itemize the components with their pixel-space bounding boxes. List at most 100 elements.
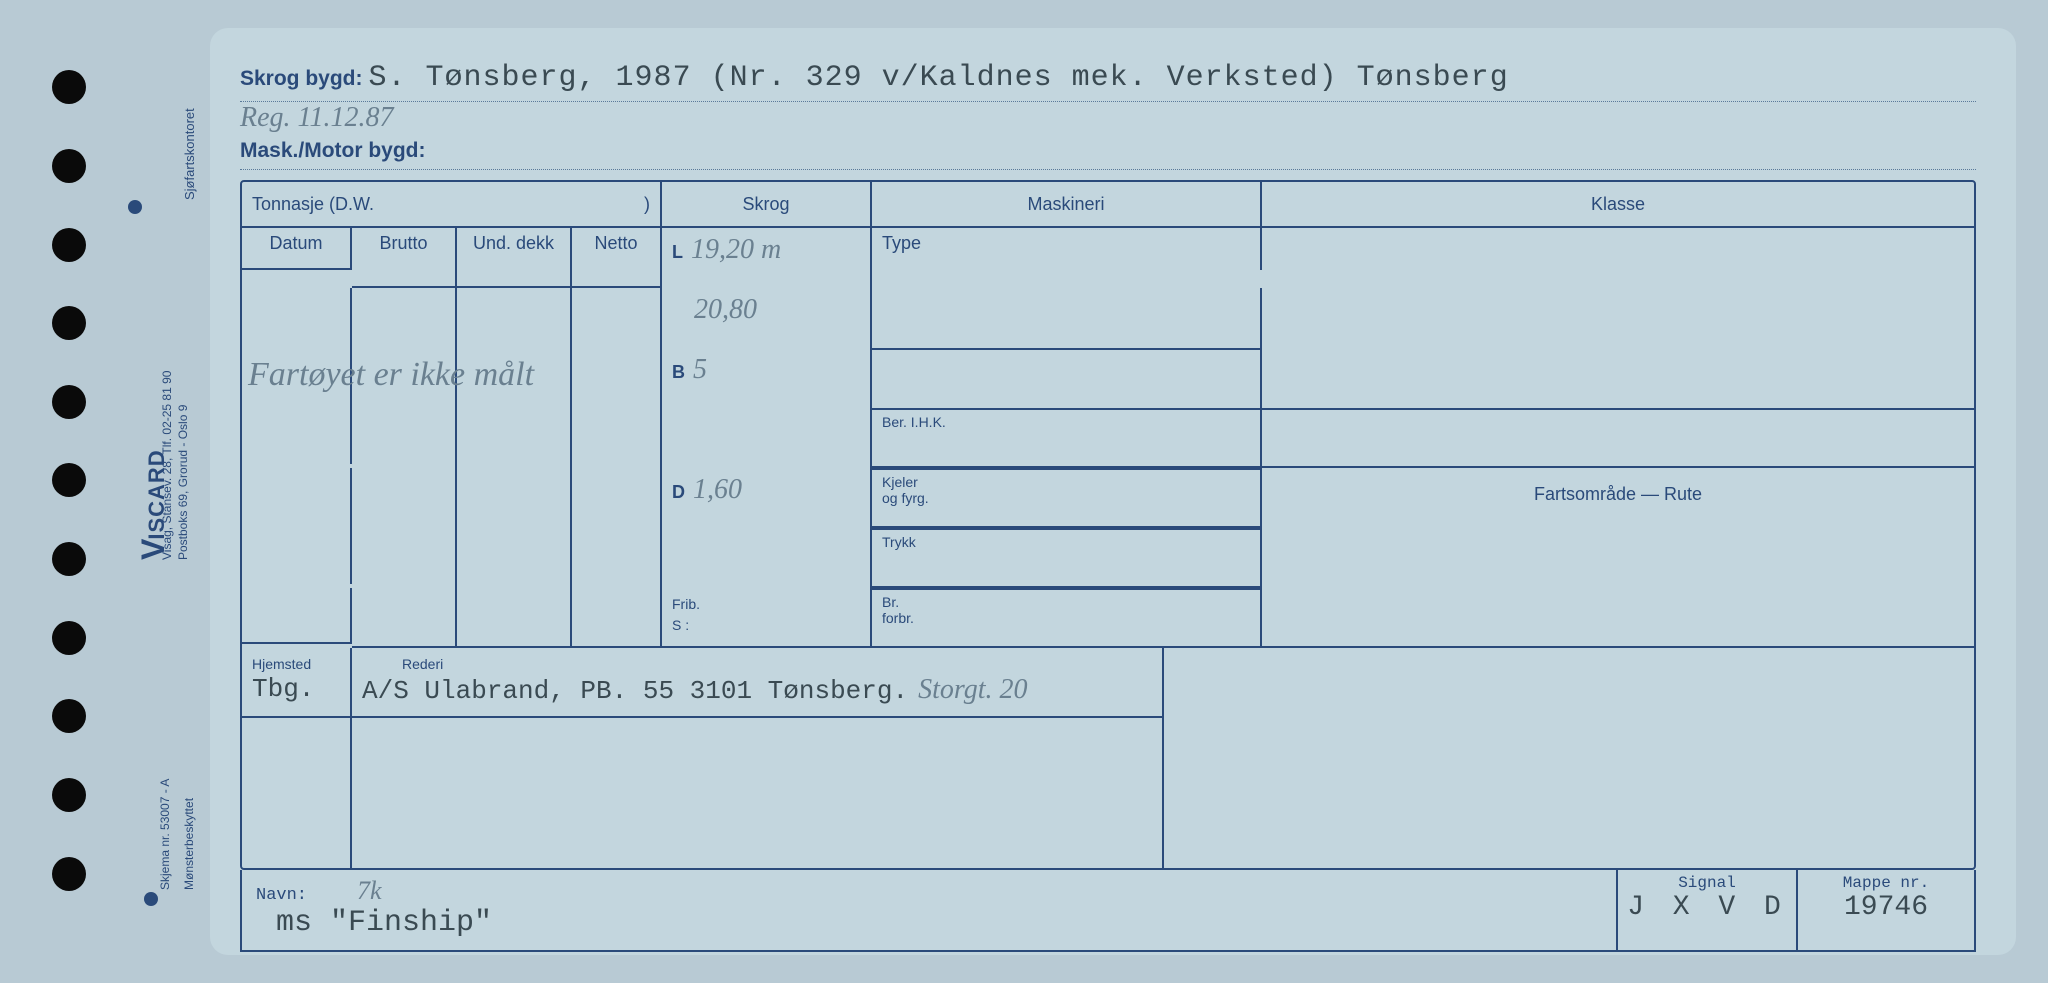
und-dekk-header: Und. dekk	[457, 228, 572, 288]
header-row-2: Datum Brutto Und. dekk Netto L 19,20 m T…	[242, 228, 1974, 288]
netto-blank-6	[572, 588, 662, 648]
s-label: S :	[672, 617, 689, 633]
und-blank	[457, 288, 572, 348]
type-cell: Type	[872, 228, 1262, 270]
netto-label: Netto	[594, 233, 637, 253]
body-row-2: B 5 Fartøyet er ikke målt	[242, 348, 1974, 408]
form-number: Skjema nr. 53007 - A	[158, 779, 172, 890]
kjeler-label: Kjeler	[882, 474, 1250, 490]
ber-ihk-cell: Ber. I.H.K.	[872, 408, 1262, 468]
publisher-address-1: Visag, Stansev. 28, Tlf. 02-25 81 90	[160, 371, 174, 560]
rederi-cell: Rederi A/S Ulabrand, PB. 55 3101 Tønsber…	[352, 648, 1164, 718]
breadth-B-label: B	[672, 362, 685, 383]
punch-hole	[52, 70, 86, 104]
kjeler-cell: Kjeler og fyrg.	[872, 468, 1262, 528]
body-row-3: Ber. I.H.K.	[242, 408, 1974, 468]
depth-D-label: D	[672, 482, 685, 503]
brutto-header: Brutto	[352, 228, 457, 288]
klasse-label: Klasse	[1591, 194, 1645, 215]
type-label: Type	[882, 233, 921, 253]
punch-hole	[52, 542, 86, 576]
rederi-label: Rederi	[402, 656, 443, 672]
rederi-hand-addition: Storgt. 20	[918, 674, 1027, 706]
body-row-6: Frib. S : Br. forbr.	[242, 588, 1974, 648]
og-fyrg-label: og fyrg.	[882, 490, 1250, 506]
length-value-2: 20,80	[694, 294, 757, 326]
frib-label: Frib.	[672, 596, 700, 612]
netto-blank	[572, 288, 662, 348]
signal-label: Signal	[1678, 874, 1736, 892]
mappe-label: Mappe nr.	[1843, 874, 1929, 892]
mask-blank-1	[872, 288, 1262, 348]
hjemsted-label: Hjemsted	[252, 656, 311, 672]
mappe-cell: Mappe nr. 19746	[1796, 870, 1976, 952]
mask-blank-2	[872, 348, 1262, 408]
brutto-label: Brutto	[379, 233, 427, 253]
breadth-value: 5	[693, 354, 707, 386]
header-row-1: Tonnasje (D.W. ) Skrog Maskineri Klasse	[242, 182, 1974, 228]
trykk-label: Trykk	[882, 534, 1250, 550]
mask-motor-label: Mask./Motor bygd:	[240, 139, 426, 163]
bullet-icon	[128, 200, 142, 214]
netto-blank-2	[572, 348, 662, 408]
datum-blank-4	[242, 468, 352, 528]
skrog-blank-3	[662, 408, 872, 468]
fartsomrade-label: Fartsområde — Rute	[1534, 484, 1702, 504]
body-row-4: D 1,60 Kjeler og fyrg. Fartsområde — Rut…	[242, 468, 1974, 528]
datum-header: Datum	[242, 228, 352, 270]
punch-hole-strip	[20, 20, 110, 963]
netto-blank-4	[572, 468, 662, 528]
und-blank-5	[457, 528, 572, 588]
brutto-blank-5	[352, 528, 457, 588]
skrog-D-cell: D 1,60	[662, 468, 872, 528]
punch-hole	[52, 228, 86, 262]
skrog-L-cell: L 19,20 m	[662, 228, 872, 288]
fartoy-not-measured-hand: Fartøyet er ikke målt	[248, 356, 534, 394]
klasse-blank	[1262, 228, 1974, 288]
scanned-card-page: Sjøfartskontoret VISCARD Visag, Stansev.…	[20, 20, 2028, 963]
sjofart-label: Sjøfartskontoret	[182, 108, 197, 200]
left-margin-imprint: Sjøfartskontoret VISCARD Visag, Stansev.…	[110, 20, 210, 963]
punch-hole	[52, 385, 86, 419]
punch-hole	[52, 621, 86, 655]
blank-cell-2	[352, 718, 1164, 868]
body-row-5: Trykk	[242, 528, 1974, 588]
punch-hole	[52, 463, 86, 497]
navn-hand-note: 7k	[357, 876, 382, 906]
und-blank-4	[457, 468, 572, 528]
trykk-cell: Trykk	[872, 528, 1262, 588]
und-blank-6	[457, 588, 572, 648]
br-forbr-cell: Br. forbr.	[872, 588, 1262, 648]
vessel-name: ms "Finship"	[276, 906, 492, 940]
design-protected: Mønsterbeskyttet	[182, 798, 196, 890]
skrog-L2-cell: 20,80	[662, 288, 872, 348]
punch-hole	[52, 857, 86, 891]
blank-cell-3	[1164, 718, 1974, 868]
tonnasje-label: Tonnasje (D.W.	[252, 194, 374, 215]
netto-header: Netto	[572, 228, 662, 288]
ber-ihk-label: Ber. I.H.K.	[882, 414, 1250, 430]
navn-label: Navn:	[256, 886, 307, 905]
maskineri-label: Maskineri	[1027, 194, 1104, 215]
datum-blank-3	[242, 408, 352, 464]
frib-cell: Frib. S :	[662, 588, 872, 648]
navn-cell: Navn: 7k ms "Finship"	[240, 870, 1616, 952]
signal-cell: Signal J X V D	[1616, 870, 1796, 952]
datum-label: Datum	[269, 233, 322, 253]
length-L-label: L	[672, 242, 683, 263]
tonnasje-paren: )	[644, 194, 650, 215]
datum-blank-6	[242, 588, 352, 644]
mask-motor-line: Mask./Motor bygd:	[240, 136, 1976, 170]
body-row-1: 20,80	[242, 288, 1974, 348]
br-label: Br.	[882, 594, 1250, 610]
depth-value: 1,60	[693, 474, 742, 506]
skrog-header: Skrog	[662, 182, 872, 228]
hjemsted-value: Tbg.	[252, 674, 314, 704]
tonnasje-header: Tonnasje (D.W. )	[242, 182, 662, 228]
klasse-blank-1	[1262, 288, 1974, 348]
brutto-blank-3	[352, 408, 457, 468]
mappe-value: 19746	[1844, 892, 1928, 923]
publisher-address-2: Postboks 69, Grorud - Oslo 9	[176, 405, 190, 560]
bullet-icon	[144, 892, 158, 906]
main-form-table: Tonnasje (D.W. ) Skrog Maskineri Klasse …	[240, 180, 1976, 870]
